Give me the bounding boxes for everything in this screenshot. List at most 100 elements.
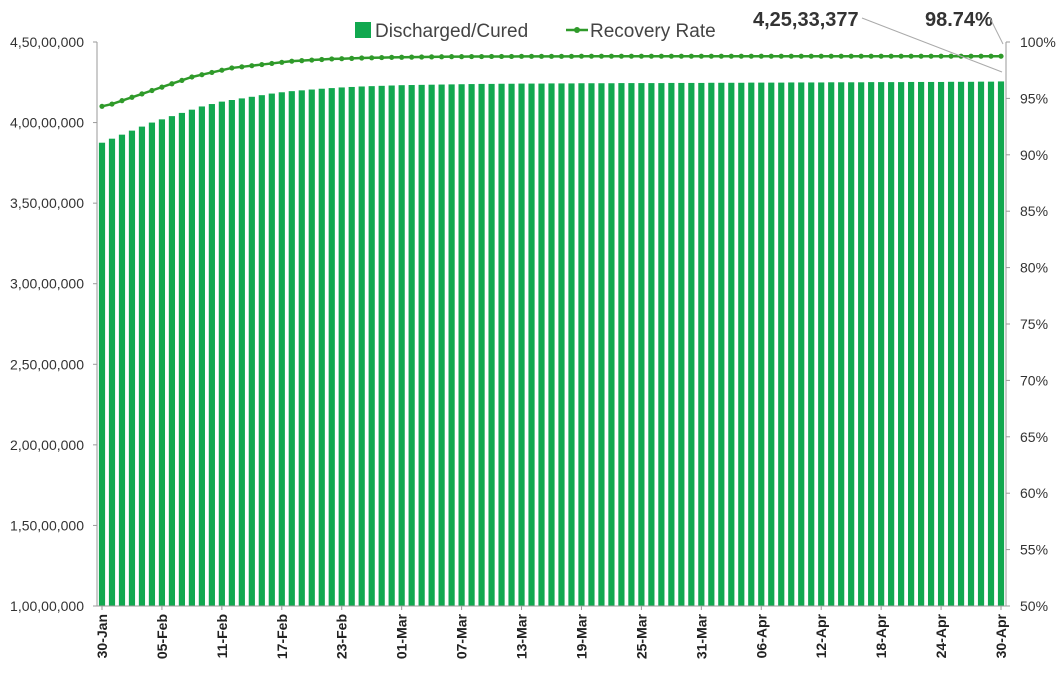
recovery-rate-point-19-Apr [888, 53, 894, 59]
recovery-rate-point-27-Mar [658, 53, 664, 59]
right-tick-label: 65% [1020, 429, 1048, 445]
bar-04-Feb [148, 122, 156, 606]
left-tick-label: 4,00,00,000 [10, 115, 84, 131]
bar-23-Apr [927, 81, 935, 606]
x-tick-label: 13-Mar [514, 613, 530, 659]
x-tick-label: 30-Apr [993, 613, 1009, 658]
bar-28-Feb [388, 85, 395, 606]
recovery-rate-point-27-Feb [379, 54, 385, 61]
bar-04-Apr [738, 82, 745, 606]
bar-20-Apr [898, 82, 905, 607]
recovery-rate-point-16-Feb [269, 60, 275, 67]
bar-12-Feb [228, 100, 235, 606]
x-tick-label: 30-Jan [94, 614, 110, 658]
x-tick-label: 19-Mar [574, 613, 590, 659]
bar-27-Mar [658, 83, 665, 607]
bar-26-Feb [368, 86, 375, 606]
legend-label-recovery: Recovery Rate [590, 21, 716, 42]
recovery-rate-point-24-Feb [349, 55, 355, 61]
bar-13-Apr [828, 82, 835, 607]
bar-01-Feb [118, 134, 126, 606]
recovery-rate-point-01-Mar [399, 54, 405, 60]
bar-28-Mar [668, 82, 675, 607]
recovery-rate-point-25-Mar [638, 53, 645, 59]
recovery-rate-point-24-Apr [938, 53, 944, 59]
bar-09-Apr [788, 82, 795, 606]
legend-swatch-recovery-marker [574, 27, 580, 33]
bar-24-Feb [348, 86, 355, 606]
x-axis-ticks: 30-Jan 05-Feb 11-Feb 17-Feb 23-Feb 01-Mar 07-M… [94, 606, 1009, 659]
recovery-rate-point-23-Apr [928, 53, 934, 59]
bar-18-Feb [288, 91, 295, 606]
left-tick-label: 4,50,00,000 [10, 34, 84, 50]
bar-20-Feb [308, 89, 315, 607]
bar-19-Apr [888, 82, 895, 607]
recovery-rate-point-11-Feb [219, 67, 225, 73]
recovery-rate-point-17-Mar [558, 53, 565, 59]
x-tick-label: 12-Apr [813, 613, 829, 658]
recovery-rate-point-26-Feb [369, 55, 375, 61]
x-tick-label: 01-Mar [394, 613, 410, 659]
recovery-rate-point-13-Apr [828, 53, 834, 59]
x-tick-label: 05-Feb [154, 614, 170, 659]
bar-05-Mar [438, 84, 445, 607]
recovery-rate-point-19-Mar [578, 53, 585, 59]
recovery-rate-point-18-Mar [568, 53, 575, 59]
bar-31-Mar [698, 82, 705, 607]
recovery-rate-line-group [99, 53, 1004, 109]
recovery-rate-point-21-Mar [598, 53, 605, 59]
bar-13-Feb [238, 98, 245, 607]
bar-06-Apr [758, 82, 765, 607]
bar-29-Apr [987, 81, 995, 606]
recovery-rate-point-01-Apr [708, 53, 714, 59]
recovery-rate-point-16-Mar [548, 53, 555, 59]
recovery-rate-point-31-Jan [109, 101, 115, 107]
left-tick-label: 2,50,00,000 [10, 356, 84, 372]
recovery-rate-point-07-Feb [179, 77, 185, 83]
callouts: 4,25,33,377 98.74% [753, 9, 1004, 73]
recovery-rate-point-14-Feb [249, 63, 255, 69]
recovery-rate-point-03-Feb [139, 91, 145, 97]
recovery-rate-point-23-Feb [339, 56, 345, 62]
bar-16-Apr [858, 82, 865, 607]
recovery-rate-point-07-Mar [459, 54, 465, 60]
bar-03-Mar [418, 84, 425, 607]
recovery-rate-point-09-Feb [199, 72, 205, 78]
recovery-rate-point-12-Mar [508, 53, 515, 60]
bar-11-Mar [498, 83, 505, 607]
bar-21-Apr [908, 81, 915, 606]
recovery-rate-point-18-Feb [289, 58, 295, 64]
recovery-rate-point-10-Mar [488, 53, 495, 60]
bar-24-Apr [937, 81, 945, 606]
left-tick-label: 1,00,00,000 [10, 598, 84, 614]
bar-10-Mar [488, 83, 495, 606]
x-tick-label: 23-Feb [334, 614, 350, 659]
x-tick-label: 17-Feb [274, 614, 290, 659]
recovery-rate-point-23-Mar [618, 53, 625, 59]
bar-10-Feb [208, 104, 215, 606]
recovery-rate-point-01-Feb [119, 98, 125, 104]
bar-01-Apr [708, 82, 715, 606]
right-tick-label: 90% [1020, 147, 1048, 163]
recovery-rate-point-22-Feb [329, 56, 335, 62]
recovery-rate-point-22-Apr [918, 53, 924, 59]
recovery-rate-point-04-Apr [738, 53, 744, 59]
bar-11-Apr [808, 82, 815, 606]
recovery-rate-point-02-Mar [409, 54, 415, 60]
recovery-rate-point-11-Mar [498, 53, 505, 60]
bar-17-Feb [278, 92, 285, 606]
recovery-rate-point-20-Apr [898, 53, 904, 59]
bar-27-Apr [967, 81, 975, 607]
recovery-rate-point-09-Apr [788, 53, 794, 59]
bar-22-Feb [328, 88, 335, 607]
bar-24-Mar [628, 83, 635, 607]
x-tick-label: 18-Apr [873, 613, 889, 658]
left-tick-label: 3,50,00,000 [10, 195, 84, 211]
callout-discharged-leader [861, 17, 1003, 73]
bar-14-Apr [838, 82, 845, 607]
recovery-rate-point-07-Apr [768, 53, 774, 59]
bar-26-Mar [648, 83, 655, 607]
bar-05-Feb [158, 119, 166, 606]
recovery-rate-point-06-Feb [169, 81, 175, 87]
